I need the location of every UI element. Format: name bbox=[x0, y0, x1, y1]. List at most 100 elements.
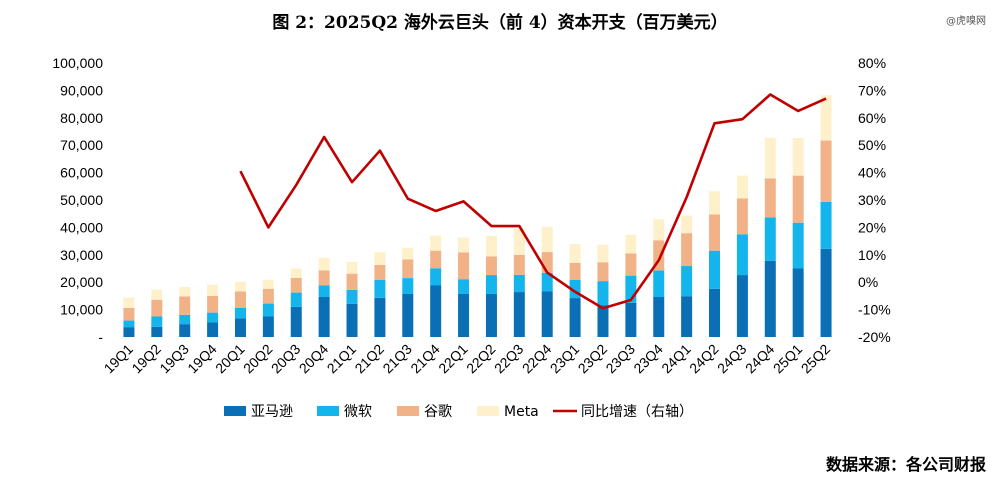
bar-meta-20Q1 bbox=[234, 281, 246, 292]
x-tick-label: 19Q1 bbox=[101, 341, 137, 377]
bar-amazon-20Q2 bbox=[262, 316, 274, 337]
bar-amazon-25Q1 bbox=[792, 268, 804, 337]
bar-google-22Q1 bbox=[458, 252, 470, 280]
bar-microsoft-24Q1 bbox=[681, 266, 693, 297]
bar-microsoft-22Q3 bbox=[513, 274, 525, 293]
bar-microsoft-20Q1 bbox=[234, 307, 246, 319]
x-tick-label: 25Q2 bbox=[798, 341, 834, 377]
bar-microsoft-23Q2 bbox=[597, 281, 609, 306]
bar-meta-24Q1 bbox=[681, 215, 693, 234]
bar-meta-21Q4 bbox=[430, 235, 442, 251]
bar-amazon-23Q4 bbox=[653, 296, 665, 337]
bar-amazon-20Q1 bbox=[234, 318, 246, 337]
left-tick-label: 100,000 bbox=[52, 55, 103, 71]
bar-google-24Q4 bbox=[764, 178, 776, 218]
bar-meta-24Q3 bbox=[736, 175, 748, 199]
x-tick-label: 23Q3 bbox=[602, 341, 638, 377]
bar-meta-19Q3 bbox=[179, 286, 191, 297]
x-tick-label: 20Q2 bbox=[240, 341, 276, 377]
bar-microsoft-24Q4 bbox=[764, 217, 776, 261]
bar-microsoft-25Q1 bbox=[792, 222, 804, 269]
bar-amazon-24Q2 bbox=[709, 288, 721, 337]
bar-meta-20Q2 bbox=[262, 279, 274, 289]
bar-amazon-19Q3 bbox=[179, 324, 191, 337]
bar-microsoft-21Q4 bbox=[430, 268, 442, 286]
right-tick-label: 80% bbox=[858, 55, 886, 71]
bar-microsoft-19Q3 bbox=[179, 314, 191, 325]
right-tick-label: 20% bbox=[858, 219, 886, 235]
bar-microsoft-20Q3 bbox=[290, 292, 302, 307]
bar-google-21Q1 bbox=[346, 273, 358, 290]
x-tick-label: 24Q4 bbox=[742, 341, 778, 377]
bar-google-22Q3 bbox=[513, 254, 525, 275]
x-tick-label: 22Q2 bbox=[463, 341, 499, 377]
bar-microsoft-23Q4 bbox=[653, 270, 665, 297]
bar-meta-23Q1 bbox=[569, 244, 581, 263]
bar-meta-19Q2 bbox=[151, 289, 163, 300]
left-tick-label: 40,000 bbox=[60, 219, 103, 235]
bar-meta-24Q4 bbox=[764, 137, 776, 179]
right-tick-label: 40% bbox=[858, 165, 886, 181]
bar-google-24Q3 bbox=[736, 198, 748, 235]
x-tick-label: 24Q3 bbox=[714, 341, 750, 377]
legend: 亚马逊 微软 谷歌 Meta 同比增速（右轴） bbox=[224, 404, 693, 420]
bar-google-20Q1 bbox=[234, 291, 246, 308]
x-tick-label: 20Q3 bbox=[268, 341, 304, 377]
bar-google-20Q4 bbox=[318, 270, 330, 286]
x-tick-label: 22Q4 bbox=[519, 341, 555, 377]
bar-meta-23Q2 bbox=[597, 244, 609, 263]
legend-label-0: 亚马逊 bbox=[251, 404, 293, 420]
chart-title: 图 2：2025Q2 海外云巨头（前 4）资本开支（百万美元） bbox=[272, 13, 728, 33]
left-tick-label: - bbox=[98, 329, 103, 345]
bar-google-23Q1 bbox=[569, 262, 581, 281]
bar-google-20Q2 bbox=[262, 288, 274, 304]
bar-amazon-21Q4 bbox=[430, 285, 442, 337]
left-tick-label: 60,000 bbox=[60, 165, 103, 181]
x-axis: 19Q119Q219Q319Q420Q120Q220Q320Q421Q121Q2… bbox=[101, 341, 834, 377]
left-tick-label: 80,000 bbox=[60, 110, 103, 126]
bar-amazon-19Q4 bbox=[207, 322, 219, 337]
bar-amazon-24Q1 bbox=[681, 296, 693, 337]
left-tick-label: 90,000 bbox=[60, 82, 103, 98]
watermark: @虎嗅网 bbox=[946, 16, 986, 27]
x-tick-label: 19Q3 bbox=[156, 341, 192, 377]
left-tick-label: 10,000 bbox=[60, 302, 103, 318]
bar-google-19Q4 bbox=[207, 295, 219, 313]
x-tick-label: 20Q4 bbox=[296, 341, 332, 377]
bar-amazon-20Q3 bbox=[290, 306, 302, 337]
legend-label-1: 微软 bbox=[344, 404, 372, 420]
bar-amazon-22Q2 bbox=[485, 293, 497, 337]
bar-google-24Q1 bbox=[681, 233, 693, 267]
x-tick-label: 24Q2 bbox=[686, 341, 722, 377]
x-tick-label: 21Q1 bbox=[324, 341, 360, 377]
legend-swatch-1 bbox=[317, 406, 339, 416]
growth-rate-line bbox=[239, 93, 827, 310]
left-tick-label: 70,000 bbox=[60, 137, 103, 153]
bar-meta-21Q3 bbox=[402, 247, 414, 260]
bar-amazon-22Q4 bbox=[541, 291, 553, 337]
bar-meta-22Q3 bbox=[513, 228, 525, 255]
bar-meta-22Q1 bbox=[458, 237, 470, 253]
bar-google-23Q4 bbox=[653, 240, 665, 271]
bar-microsoft-21Q3 bbox=[402, 278, 414, 294]
bar-layer bbox=[123, 95, 832, 337]
bar-google-23Q2 bbox=[597, 262, 609, 282]
bar-amazon-22Q1 bbox=[458, 293, 470, 337]
x-tick-label: 22Q3 bbox=[491, 341, 527, 377]
bar-microsoft-19Q4 bbox=[207, 312, 219, 323]
bar-google-22Q4 bbox=[541, 252, 553, 273]
bar-google-19Q1 bbox=[123, 307, 135, 321]
bar-meta-23Q3 bbox=[625, 234, 637, 254]
bar-google-21Q3 bbox=[402, 259, 414, 279]
bar-amazon-19Q1 bbox=[123, 327, 135, 337]
bar-google-19Q3 bbox=[179, 296, 191, 315]
right-tick-label: -10% bbox=[858, 302, 891, 318]
bar-google-22Q2 bbox=[485, 256, 497, 276]
bar-microsoft-24Q2 bbox=[709, 250, 721, 289]
bar-meta-25Q1 bbox=[792, 138, 804, 176]
bar-meta-20Q3 bbox=[290, 268, 302, 278]
bar-microsoft-23Q3 bbox=[625, 275, 637, 303]
x-tick-label: 21Q4 bbox=[407, 341, 443, 377]
x-tick-label: 23Q1 bbox=[547, 341, 583, 377]
bar-meta-24Q2 bbox=[709, 191, 721, 215]
